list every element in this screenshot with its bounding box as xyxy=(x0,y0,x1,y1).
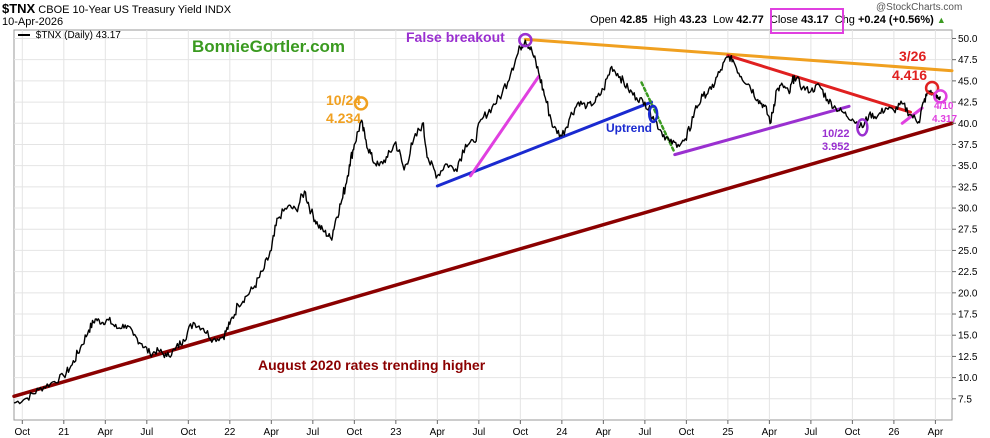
legend-swatch xyxy=(18,34,30,37)
x-tick-label: Apr xyxy=(98,427,114,438)
brand-text: BonnieGortler.com xyxy=(192,37,346,56)
price-series-line xyxy=(13,39,942,405)
y-tick-label: 12.5 xyxy=(958,352,978,363)
oct24-date: 10/24 xyxy=(326,92,362,108)
y-tick-label: 47.5 xyxy=(958,55,978,66)
trendline-magenta xyxy=(469,75,541,178)
oct24-value: 4.234 xyxy=(326,110,362,126)
y-tick-label: 15.0 xyxy=(958,331,978,342)
y-tick-label: 50.0 xyxy=(958,34,978,45)
mar26-value: 4.416 xyxy=(892,67,928,83)
x-axis: Oct 21 Apr Jul Oct 22 Apr Jul Oct 23 Apr Jul Oct 24 Ap… xyxy=(15,420,944,438)
x-tick-label: Oct xyxy=(845,427,861,438)
y-tick-label: 17.5 xyxy=(958,310,978,321)
trendline-purple xyxy=(673,104,851,157)
x-tick-label: 24 xyxy=(556,427,568,438)
y-tick-label: 32.5 xyxy=(958,182,978,193)
oct22-date: 10/22 xyxy=(822,128,850,140)
trendline-darkred xyxy=(12,121,954,399)
x-tick-label: Apr xyxy=(430,427,446,438)
legend-label: $TNX (Daily) 43.17 xyxy=(35,30,121,41)
y-tick-label: 30.0 xyxy=(958,204,978,215)
grid xyxy=(14,30,952,420)
x-tick-label: Jul xyxy=(804,427,817,438)
chg-value: +0.24 (+0.56%) xyxy=(857,14,934,26)
mar26-date: 3/26 xyxy=(899,48,927,64)
x-tick-label: Apr xyxy=(264,427,280,438)
x-tick-label: Jul xyxy=(140,427,153,438)
y-tick-label: 22.5 xyxy=(958,267,978,278)
chg-label: Chg xyxy=(834,14,855,26)
open-value: 42.85 xyxy=(619,14,648,26)
y-tick-label: 37.5 xyxy=(958,140,978,151)
x-tick-label: Jul xyxy=(472,427,485,438)
ticker-name: CBOE 10-Year US Treasury Yield INDX xyxy=(38,4,232,16)
y-tick-label: 20.0 xyxy=(958,288,978,299)
low-label: Low xyxy=(712,14,734,26)
x-tick-label: Oct xyxy=(347,427,363,438)
x-tick-label: 23 xyxy=(390,427,402,438)
marker-circle-blue xyxy=(647,104,659,124)
y-tick-label: 10.0 xyxy=(958,373,978,384)
low-value: 42.77 xyxy=(736,14,764,26)
ticker-symbol: $TNX xyxy=(2,1,36,16)
marker-circle-purple xyxy=(518,32,533,48)
y-tick-label: 35.0 xyxy=(958,161,978,172)
close-label: Close xyxy=(769,14,799,26)
marker-circle-magenta xyxy=(933,89,948,104)
y-tick-label: 27.5 xyxy=(958,225,978,236)
x-tick-label: Apr xyxy=(928,427,944,438)
close-highlight-box xyxy=(770,8,844,34)
marker-circle-red xyxy=(924,80,940,96)
x-tick-label: 22 xyxy=(224,427,236,438)
chart-date: 10-Apr-2026 xyxy=(2,16,64,28)
circle-markers xyxy=(353,32,948,137)
watermark: @StockCharts.com xyxy=(876,2,963,13)
plot-background xyxy=(13,29,953,421)
series-legend: $TNX (Daily) 43.17 xyxy=(18,30,121,41)
chg-up-arrow-icon: ▲ xyxy=(936,15,946,25)
marker-circle-orange xyxy=(353,96,369,111)
y-tick-label: 40.0 xyxy=(958,119,978,130)
x-tick-label: Apr xyxy=(762,427,778,438)
x-tick-label: Jul xyxy=(638,427,651,438)
trendline-red xyxy=(726,53,912,114)
x-tick-label: Jul xyxy=(306,427,319,438)
y-tick-label: 25.0 xyxy=(958,246,978,257)
x-tick-label: Oct xyxy=(181,427,197,438)
apr10-value: 4.317 xyxy=(932,114,958,125)
high-label: High xyxy=(653,14,677,26)
x-tick-label: Oct xyxy=(679,427,695,438)
x-tick-label: 25 xyxy=(722,427,734,438)
open-label: Open xyxy=(590,14,617,26)
ohlc-bar: Open 42.85 High 43.23 Low 42.77 Close 43… xyxy=(590,14,946,26)
oct22-value: 3.952 xyxy=(822,141,850,153)
trendline-orange xyxy=(523,37,954,73)
uptrend-label: Uptrend xyxy=(606,121,652,135)
apr10-date: 4/10 xyxy=(934,101,954,112)
close-value: 43.17 xyxy=(801,14,829,26)
y-tick-label: 45.0 xyxy=(958,76,978,87)
y-axis: 7.5 10.0 12.5 15.0 17.5 20.0 22.5 25.0 27.5 30.0 3… xyxy=(952,34,978,405)
aug2020-label: August 2020 rates trending higher xyxy=(258,357,486,373)
y-tick-label: 42.5 xyxy=(958,98,978,109)
price-line-group xyxy=(13,39,942,405)
y-tick-label: 7.5 xyxy=(958,394,972,405)
x-tick-label: Oct xyxy=(15,427,31,438)
x-tick-label: Apr xyxy=(596,427,612,438)
title-line: $TNX CBOE 10-Year US Treasury Yield INDX xyxy=(2,1,231,16)
marker-circle-purple xyxy=(856,118,869,137)
trendlines xyxy=(12,37,954,399)
x-tick-label: 26 xyxy=(888,427,900,438)
x-tick-label: 21 xyxy=(58,427,70,438)
false-breakout-label: False breakout xyxy=(406,29,505,45)
x-tick-label: Oct xyxy=(513,427,529,438)
high-value: 43.23 xyxy=(679,14,707,26)
